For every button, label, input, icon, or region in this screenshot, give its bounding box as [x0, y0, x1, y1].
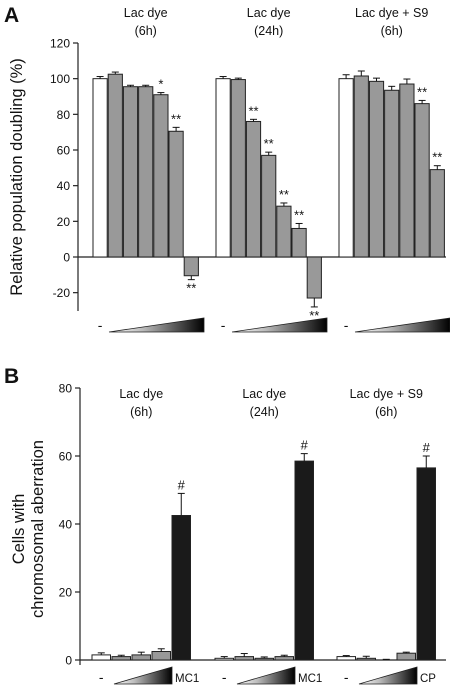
bar [93, 79, 107, 257]
group-title: (6h) [130, 405, 152, 419]
bar [92, 655, 111, 660]
group-title: Lac dye [247, 6, 291, 20]
y-tick-label: 0 [65, 654, 72, 668]
bar [354, 76, 368, 257]
bar [339, 79, 353, 257]
bar [152, 652, 171, 661]
significance-marker: ** [417, 84, 427, 99]
bar [430, 170, 444, 257]
bar [108, 74, 122, 257]
bar [246, 121, 260, 257]
group-title: Lac dye [119, 387, 163, 401]
y-tick-label: 60 [59, 450, 73, 464]
significance-marker: ** [279, 187, 289, 202]
y-tick-label: 40 [57, 179, 71, 193]
bar [400, 84, 414, 257]
dose-wedge [237, 667, 295, 684]
y-tick-label: 40 [59, 518, 73, 532]
bar [295, 461, 314, 660]
y-tick-label: 0 [63, 251, 70, 265]
y-axis-label: Relative population doubling (%) [8, 58, 26, 296]
panel-label: B [4, 365, 19, 388]
control-label: - [99, 669, 104, 685]
positive-control-label: MC1 [175, 673, 199, 685]
significance-marker: ** [294, 207, 304, 222]
bar [169, 131, 183, 257]
significance-marker: ** [186, 281, 196, 296]
positive-control-label: MC1 [298, 673, 322, 685]
control-label: - [344, 317, 349, 333]
dose-wedge [359, 667, 417, 684]
dose-wedge [114, 667, 172, 684]
significance-marker: # [178, 477, 186, 492]
bar [307, 257, 321, 298]
positive-control-label: CP [420, 673, 436, 685]
group-title: (6h) [381, 24, 403, 38]
y-tick-label: 20 [59, 586, 73, 600]
group-title: (24h) [250, 405, 279, 419]
bar [172, 516, 191, 661]
significance-marker: * [158, 77, 163, 92]
control-label: - [344, 669, 349, 685]
bar [275, 657, 294, 660]
bar [385, 90, 399, 257]
group-title: Lac dye [124, 6, 168, 20]
bar [215, 658, 234, 660]
dose-wedge [355, 318, 450, 332]
bar [369, 81, 383, 257]
bar [132, 655, 151, 660]
bar [277, 206, 291, 257]
y-tick-label: 60 [57, 144, 71, 158]
control-label: - [221, 317, 226, 333]
group-title: Lac dye [242, 387, 286, 401]
bar [123, 87, 137, 257]
bar [255, 658, 274, 660]
bar [139, 87, 153, 257]
significance-marker: ** [432, 150, 442, 165]
significance-marker: # [301, 438, 309, 453]
group-title: Lac dye + S9 [350, 387, 423, 401]
bar [235, 657, 254, 660]
bar [337, 657, 356, 660]
y-tick-label: 20 [57, 215, 71, 229]
bar [154, 95, 168, 257]
group-title: (6h) [375, 405, 397, 419]
significance-marker: ** [171, 111, 181, 126]
control-label: - [98, 317, 103, 333]
bar [112, 657, 131, 660]
y-axis-label: chromosomal aberration [29, 440, 47, 618]
significance-marker: ** [248, 103, 258, 118]
dose-wedge [109, 318, 204, 332]
group-title: (6h) [135, 24, 157, 38]
bar [184, 257, 198, 276]
bar [262, 155, 276, 257]
y-tick-label: 80 [59, 382, 73, 396]
control-label: - [222, 669, 227, 685]
bar [357, 658, 376, 660]
significance-marker: ** [264, 136, 274, 151]
y-axis-label: Cells with [10, 494, 28, 565]
dose-wedge [232, 318, 327, 332]
panel-label: A [4, 4, 19, 27]
group-title: Lac dye + S9 [355, 6, 428, 20]
y-tick-label: 120 [50, 37, 70, 51]
y-tick-label: -20 [53, 286, 71, 300]
y-tick-label: 100 [50, 72, 70, 86]
bar [292, 228, 306, 257]
bar [397, 653, 416, 660]
significance-marker: # [423, 440, 431, 455]
group-title: (24h) [254, 24, 283, 38]
bar [415, 104, 429, 257]
bar [216, 79, 230, 257]
bar [231, 80, 245, 257]
y-tick-label: 80 [57, 108, 71, 122]
bar [417, 468, 436, 660]
